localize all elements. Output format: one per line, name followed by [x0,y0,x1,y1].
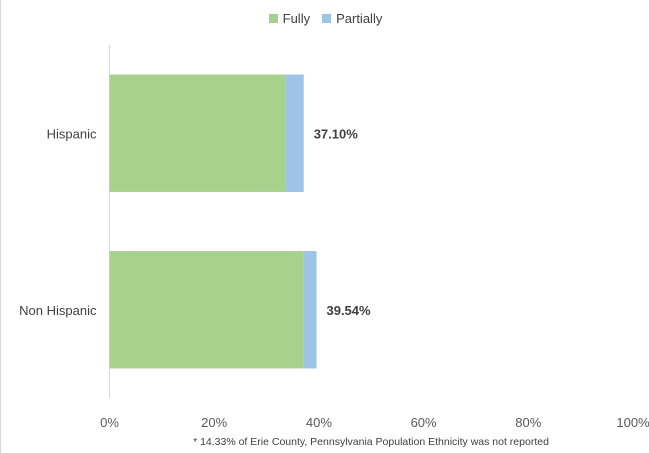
footnote: * 14.33% of Erie County, Pennsylvania Po… [193,436,549,448]
legend-item-fully: Fully [268,11,311,26]
legend-label-partially: Partially [336,11,383,26]
bar-partially-non-hispanic [303,251,317,369]
bar-fully-non-hispanic [109,251,304,369]
legend: Fully Partially [1,11,649,26]
y-category-label: Hispanic [47,126,97,141]
legend-label-fully: Fully [282,11,311,26]
x-tick-label: 0% [100,415,119,430]
y-category-label: Non Hispanic [19,303,97,318]
x-tick-label: 40% [306,415,332,430]
bar-partially-hispanic [285,74,304,192]
bar-total-label: 37.10% [314,126,359,141]
legend-swatch-fully [268,14,278,23]
bar-fully-hispanic [109,74,286,192]
bar-total-label: 39.54% [326,303,371,318]
x-tick-label: 80% [515,415,541,430]
legend-swatch-partially [322,14,332,23]
x-tick-label: 100% [616,415,649,430]
x-tick-label: 60% [411,415,437,430]
legend-item-partially: Partially [322,11,382,26]
x-tick-label: 20% [201,415,227,430]
